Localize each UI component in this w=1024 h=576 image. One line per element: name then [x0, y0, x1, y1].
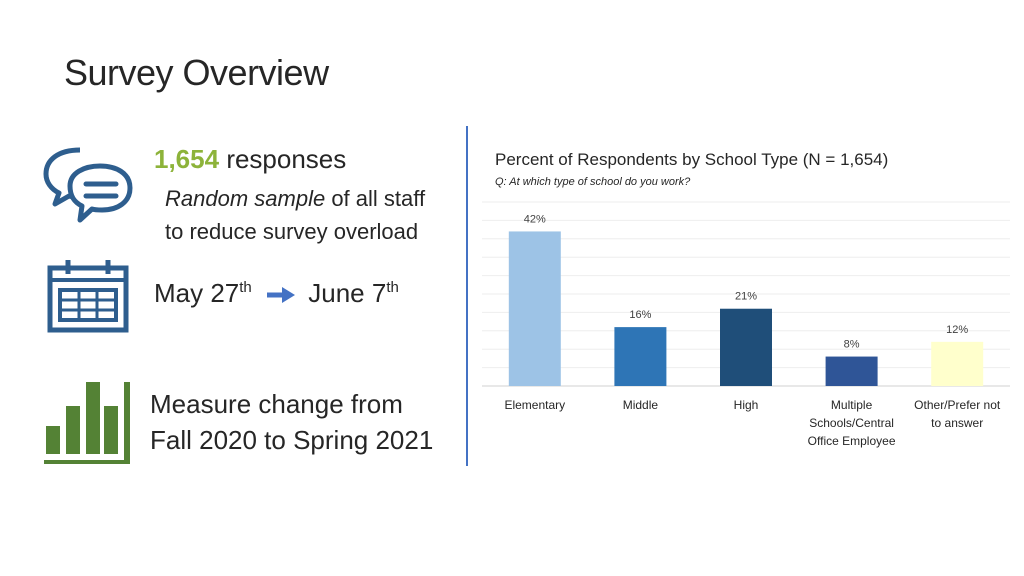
reduce-overload-text: to reduce survey overload — [165, 219, 419, 244]
start-date: May 27 — [154, 278, 240, 308]
data-label-1: 16% — [629, 309, 651, 321]
category-label-line: Other/Prefer not — [914, 398, 1001, 412]
calendar-icon — [47, 260, 129, 333]
response-label: responses — [226, 144, 347, 174]
data-label-4: 12% — [946, 324, 968, 336]
arrow-right-icon — [267, 287, 296, 304]
category-label-2: High — [734, 398, 759, 412]
data-label-0: 42% — [524, 213, 546, 225]
category-label-line: Elementary — [504, 398, 565, 412]
chart-subtitle: Q: At which type of school do you work? — [495, 176, 691, 188]
vertical-divider — [466, 126, 468, 466]
category-label-line: to answer — [931, 416, 983, 430]
bar-chart-icon — [44, 382, 130, 464]
measure-line-1: Measure change from — [150, 389, 403, 419]
category-label-line: Multiple — [831, 398, 873, 412]
survey-dates: May 27th June 7th — [154, 278, 399, 309]
category-label-line: Office Employee — [808, 434, 896, 448]
bar-chart: 42% Elementary 16% Middle 21% High 8% Multiple S… — [482, 201, 1010, 448]
category-label-1: Middle — [623, 398, 659, 412]
data-label-3: 8% — [844, 339, 860, 351]
measure-change-text: Measure change from Fall 2020 to Spring … — [150, 386, 433, 458]
bar-1 — [614, 327, 667, 386]
response-count: 1,654 — [154, 144, 220, 174]
end-date-suffix: th — [386, 279, 399, 296]
category-label-line: Schools/Central — [809, 416, 894, 430]
end-date: June 7 — [308, 278, 387, 308]
start-date-suffix: th — [239, 279, 252, 296]
chat-bubbles-icon — [43, 147, 133, 223]
random-sample-text: Random sample — [165, 186, 326, 211]
category-label-line: Middle — [623, 398, 659, 412]
of-all-staff-text: of all staff — [331, 186, 426, 211]
data-label-2: 21% — [735, 291, 757, 303]
bar-4 — [931, 341, 984, 386]
category-label-4: Other/Prefer not to answer — [914, 398, 1001, 430]
bar-0 — [508, 231, 561, 386]
bar-2 — [720, 308, 772, 386]
category-label-line: High — [734, 398, 759, 412]
measure-line-2: Fall 2020 to Spring 2021 — [150, 425, 434, 455]
response-description: Random sample of all staff to reduce sur… — [165, 182, 425, 248]
category-label-0: Elementary — [504, 398, 565, 412]
category-label-3: Multiple Schools/Central Office Employee — [808, 398, 896, 448]
page-title: Survey Overview — [64, 52, 329, 93]
bar-3 — [825, 356, 878, 386]
chart-title: Percent of Respondents by School Type (N… — [495, 150, 889, 169]
